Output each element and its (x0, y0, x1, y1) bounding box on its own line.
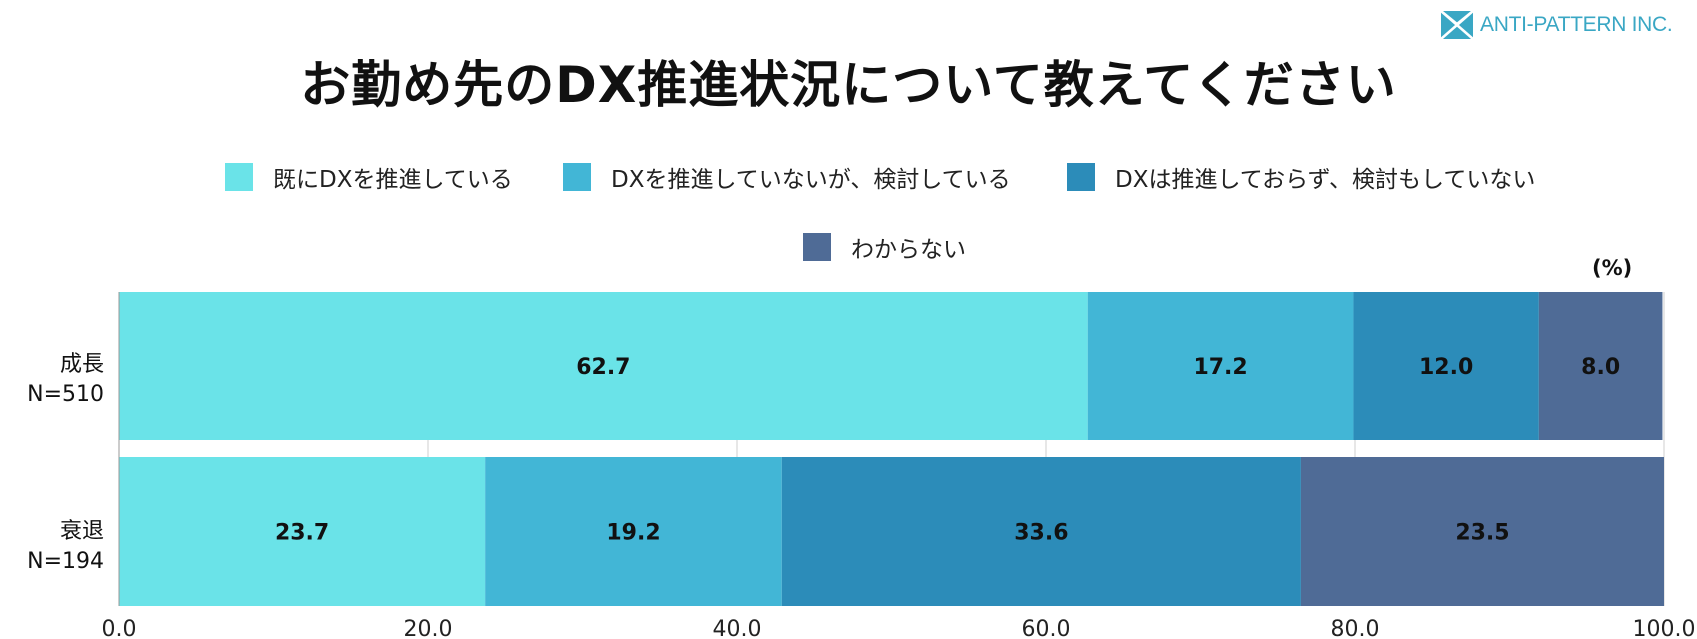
bar-segment (119, 292, 1088, 440)
legend-swatch (1067, 163, 1095, 191)
data-label: 17.2 (1193, 355, 1247, 380)
x-tick-label: 0.0 (102, 617, 137, 639)
category-label-growth: 成長 N=510 (27, 350, 104, 410)
legend-label: DXは推進しておらず、検討もしていない (1115, 167, 1536, 193)
brand-name: ANTI-PATTERN INC. (1480, 13, 1673, 36)
brand-logo: ANTI-PATTERN INC. (1440, 10, 1673, 40)
data-label: 8.0 (1581, 355, 1620, 380)
envelope-x-logo-icon (1440, 10, 1474, 40)
x-tick-label: 40.0 (713, 617, 762, 639)
bar-segment (1538, 292, 1663, 440)
category-n: N=510 (27, 382, 104, 407)
data-label: 33.6 (1014, 521, 1068, 546)
legend-item-unknown: わからない (803, 232, 966, 263)
data-label: 23.5 (1455, 521, 1509, 546)
unit-label: (%) (1592, 256, 1633, 280)
bar-segment (485, 457, 782, 606)
legend-swatch (225, 163, 253, 191)
chart-title: お勤め先のDX推進状況について教えてください (300, 56, 1397, 114)
legend-swatch (563, 163, 591, 191)
legend-item-considering: DXを推進していないが、検討している (563, 162, 1011, 193)
data-label: 12.0 (1419, 355, 1473, 380)
x-tick-label: 80.0 (1331, 617, 1380, 639)
legend-item-not-considering: DXは推進しておらず、検討もしていない (1067, 162, 1536, 193)
bar-segment (1087, 292, 1354, 440)
bar-segment (1353, 292, 1539, 440)
x-tick-label: 100.0 (1633, 617, 1696, 639)
bar-segment (1300, 457, 1664, 606)
x-tick-label: 20.0 (404, 617, 453, 639)
data-label: 23.7 (275, 521, 329, 546)
category-name: 成長 (59, 352, 104, 377)
legend-item-already-promoting: 既にDXを推進している (225, 162, 513, 193)
bar-segment (119, 457, 486, 606)
x-tick-label: 60.0 (1022, 617, 1071, 639)
legend-label: わからない (851, 237, 966, 263)
category-name: 衰退 (59, 519, 104, 544)
legend-label: 既にDXを推進している (273, 167, 513, 193)
legend-label: DXを推進していないが、検討している (611, 167, 1011, 193)
category-label-decline: 衰退 N=194 (27, 517, 104, 577)
data-label: 19.2 (606, 521, 660, 546)
data-label: 62.7 (576, 355, 630, 380)
legend-swatch (803, 233, 831, 261)
bar-segment (781, 457, 1301, 606)
category-n: N=194 (27, 549, 104, 574)
